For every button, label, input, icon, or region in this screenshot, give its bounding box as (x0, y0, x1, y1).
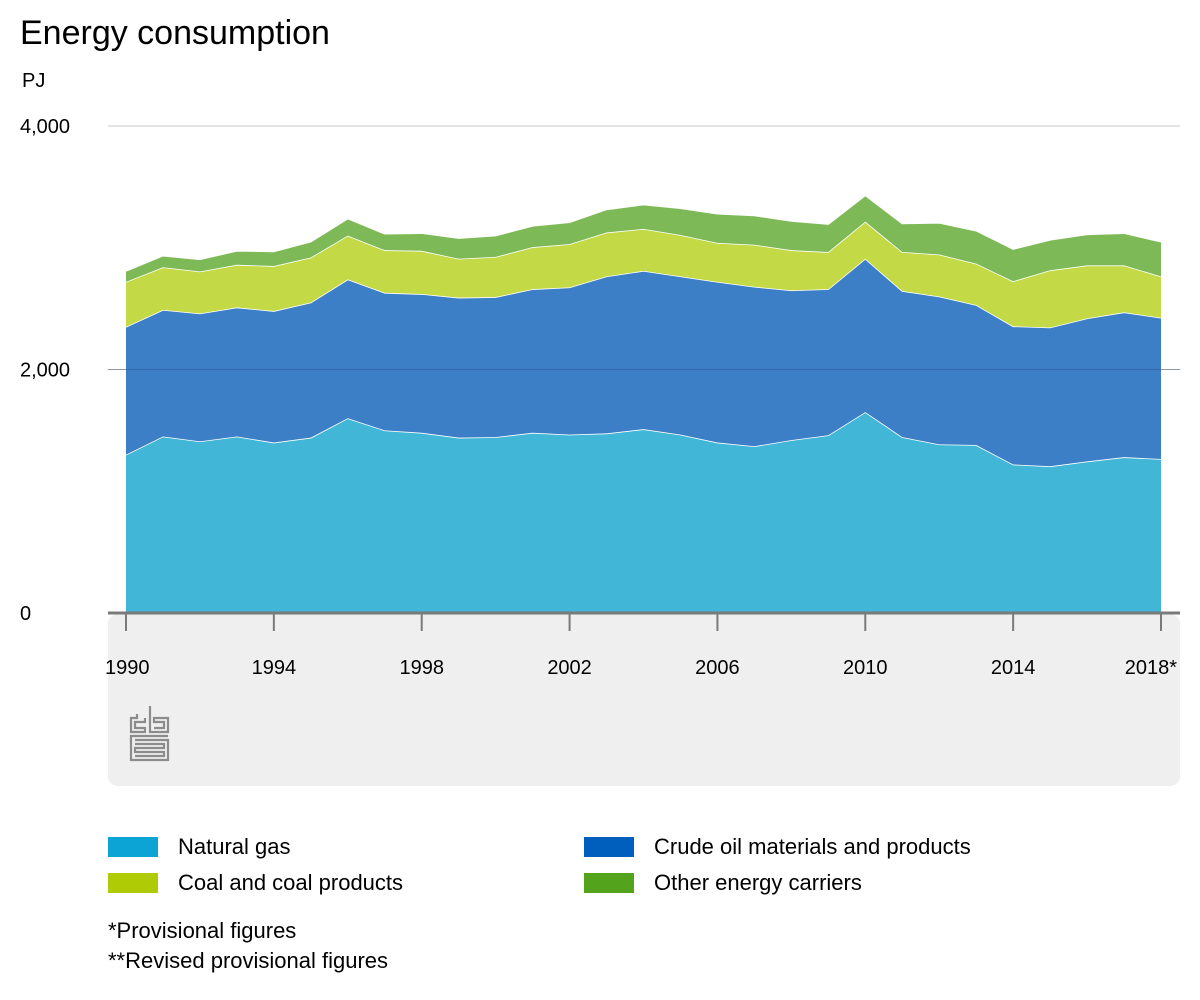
legend-label: Other energy carriers (654, 870, 862, 895)
area-boundary-line (125, 257, 1162, 329)
x-tick-label: 1994 (252, 657, 297, 679)
x-tick-label: 2014 (991, 657, 1036, 679)
series-areas (108, 194, 1180, 613)
y-tick-label: 0 (20, 603, 31, 625)
legend-swatch (584, 873, 634, 893)
legend-swatch (108, 873, 158, 893)
x-tick-label: 2018* (1125, 657, 1177, 679)
x-tick-label: 1998 (399, 657, 444, 679)
area-chart: 0 2,000 4,000 1990 1994 1998 2002 2006 2010 2014… (20, 116, 1180, 786)
area-boundary-line (125, 220, 1162, 283)
area-series-coal-and-coal-products (126, 221, 1161, 328)
x-tick-label: 1990 (105, 657, 150, 679)
chart-panel-background (108, 614, 1180, 786)
legend-item-crude-oil: Crude oil materials and products (584, 832, 971, 862)
y-axis-unit-label: PJ (22, 70, 46, 92)
x-axis: 1990 1994 1998 2002 2006 2010 2014 2018* (105, 611, 1180, 679)
area-series-other-energy-carriers (126, 195, 1161, 282)
y-tick-label: 4,000 (20, 116, 70, 138)
footnote-provisional: *Provisional figures (108, 918, 297, 943)
legend-label: Crude oil materials and products (654, 834, 971, 859)
legend-item-natural-gas: Natural gas (108, 832, 291, 862)
legend-label: Coal and coal products (178, 870, 404, 895)
legend-swatch (584, 837, 634, 857)
cbs-logo-icon (129, 706, 170, 762)
chart-title: Energy consumption (20, 14, 330, 52)
legend-swatch (108, 837, 158, 857)
legend-item-coal: Coal and coal products (108, 868, 403, 898)
x-tick-label: 2002 (547, 657, 592, 679)
y-tick-label: 2,000 (20, 360, 70, 382)
y-tick-labels: 0 2,000 4,000 (20, 116, 70, 625)
area-series-crude-oil-materials-and-products (126, 258, 1161, 467)
legend-item-other-energy: Other energy carriers (584, 868, 862, 898)
footnote-revised-provisional: **Revised provisional figures (108, 948, 389, 973)
x-tick-label: 2010 (843, 657, 888, 679)
x-tick-label: 2006 (695, 657, 740, 679)
legend-label: Natural gas (178, 834, 291, 859)
area-boundary-line (125, 194, 1162, 272)
area-series-natural-gas (126, 412, 1161, 613)
